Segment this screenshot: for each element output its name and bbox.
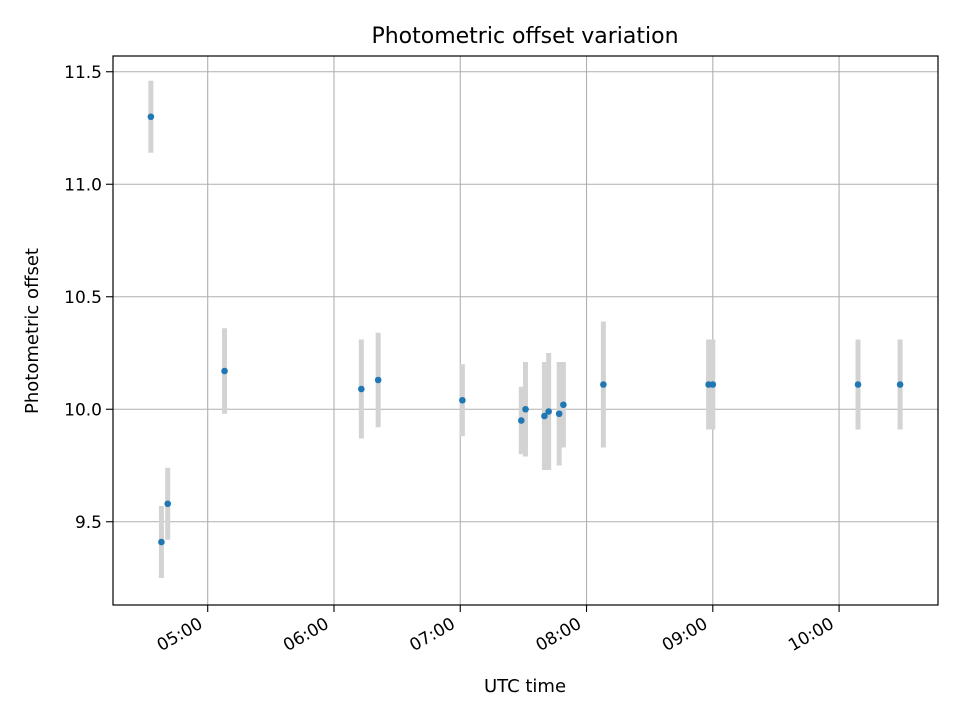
data-point <box>358 385 365 393</box>
x-axis-ticks: 05:00 06:00 07:00 08:00 09:00 10:00 <box>154 605 840 656</box>
data-point <box>147 113 155 121</box>
data-point <box>459 396 466 404</box>
grid <box>113 56 938 605</box>
error-bars <box>148 80 903 578</box>
data-point <box>158 538 165 546</box>
data-point <box>555 410 563 418</box>
plot-frame <box>112 55 939 606</box>
y-tick-label: 9.5 <box>75 513 102 533</box>
data-points <box>147 113 904 546</box>
data-point <box>709 381 717 388</box>
x-tick-label: 06:00 <box>280 614 332 656</box>
data-point <box>600 381 607 388</box>
data-point <box>164 500 172 508</box>
data-point <box>896 381 904 388</box>
data-point <box>541 412 548 420</box>
y-tick-label: 10.5 <box>64 288 102 308</box>
x-tick-label: 07:00 <box>406 614 458 656</box>
x-tick-label: 05:00 <box>154 614 206 656</box>
data-point <box>545 408 552 415</box>
x-tick-label: 09:00 <box>659 614 711 656</box>
x-tick-label: 08:00 <box>533 614 585 656</box>
y-tick-label: 10.0 <box>64 400 102 420</box>
data-point <box>522 405 529 413</box>
x-tick-label: 10:00 <box>785 614 837 656</box>
data-point <box>854 381 862 388</box>
x-axis-label: UTC time <box>484 676 566 697</box>
data-point <box>374 376 382 384</box>
y-tick-label: 11.0 <box>64 175 102 195</box>
data-point <box>221 367 228 375</box>
data-point <box>560 401 567 409</box>
y-axis-ticks: 9.5 10.0 10.5 11.0 11.5 <box>64 63 113 533</box>
y-tick-label: 11.5 <box>64 63 102 83</box>
y-axis-label: Photometric offset <box>22 248 43 414</box>
chart-title: Photometric offset variation <box>371 24 678 49</box>
data-point <box>517 417 525 424</box>
